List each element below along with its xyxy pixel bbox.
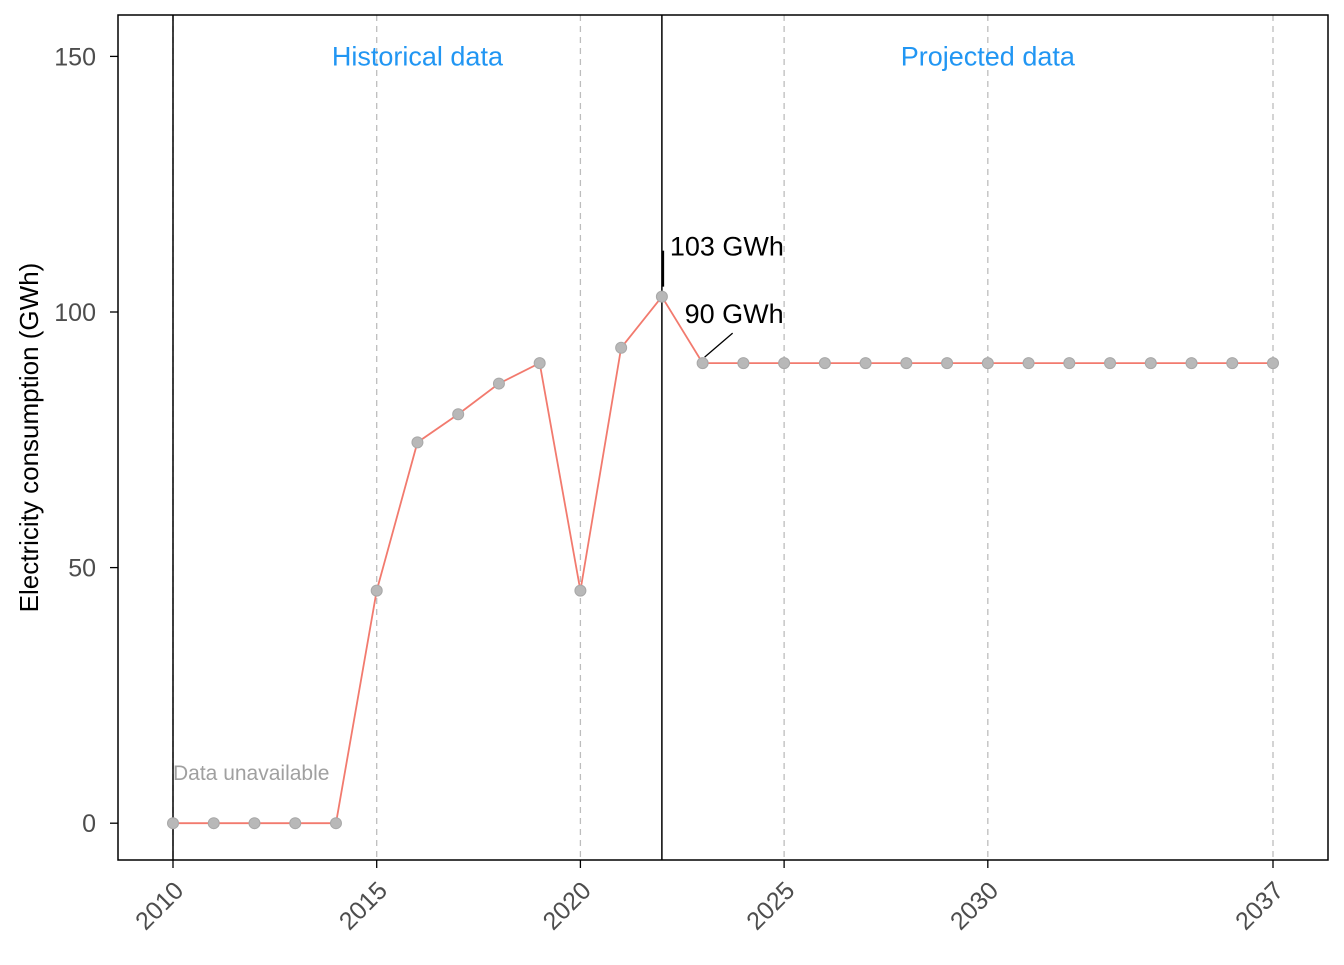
data-point-2024	[737, 357, 750, 370]
x-tick-label-2030: 2030	[945, 876, 1004, 935]
data-point-2028	[900, 357, 913, 370]
data-point-2032	[1063, 357, 1076, 370]
data-point-2016	[411, 436, 424, 449]
region-label-0: Historical data	[332, 41, 504, 71]
x-tick-label-2010: 2010	[130, 876, 189, 935]
data-point-2010	[167, 817, 179, 830]
data-point-2023	[696, 357, 709, 370]
data-point-2035	[1185, 357, 1198, 370]
y-tick-label-50: 50	[68, 555, 96, 583]
y-tick-label-150: 150	[54, 43, 96, 71]
data-point-2033	[1104, 357, 1117, 370]
annotation-label-0: 103 GWh	[670, 232, 784, 262]
data-point-2021	[615, 341, 628, 354]
y-tick-label-100: 100	[54, 299, 96, 327]
data-point-2034	[1144, 357, 1157, 370]
plot-frame	[117, 14, 1329, 861]
x-tick-label-2020: 2020	[538, 876, 597, 935]
region-label-1: Projected data	[901, 41, 1076, 71]
data-point-2025	[778, 357, 791, 370]
data-point-2011	[207, 817, 220, 830]
data-point-2036	[1226, 357, 1239, 370]
y-tick-label-0: 0	[82, 810, 96, 838]
data-point-2017	[452, 408, 465, 421]
data-point-2018	[492, 377, 505, 390]
x-tick-label-2025: 2025	[741, 876, 800, 935]
plot-area	[117, 14, 1329, 861]
series-line	[173, 295, 1273, 825]
data-point-2020	[574, 584, 587, 597]
annotation-label-2: Data unavailable	[173, 762, 329, 785]
data-point-2013	[289, 817, 302, 830]
data-point-2015	[370, 584, 383, 597]
data-point-2012	[248, 817, 261, 830]
annotation-label-1: 90 GWh	[685, 299, 784, 329]
data-point-2037	[1267, 357, 1279, 370]
data-point-2022	[655, 290, 668, 303]
data-point-2030	[981, 357, 994, 370]
x-tick-label-2015: 2015	[334, 876, 393, 935]
annotation-leader-1	[704, 332, 734, 358]
data-point-2027	[859, 357, 872, 370]
plot-background	[118, 15, 1328, 860]
y-axis-title: Electricity consumption (GWh)	[14, 263, 44, 613]
data-point-2026	[818, 357, 831, 370]
x-tick-label-2037: 2037	[1230, 876, 1289, 935]
data-point-2019	[533, 357, 546, 370]
data-point-2029	[941, 357, 954, 370]
data-point-2014	[329, 817, 342, 830]
data-point-2031	[1022, 357, 1035, 370]
